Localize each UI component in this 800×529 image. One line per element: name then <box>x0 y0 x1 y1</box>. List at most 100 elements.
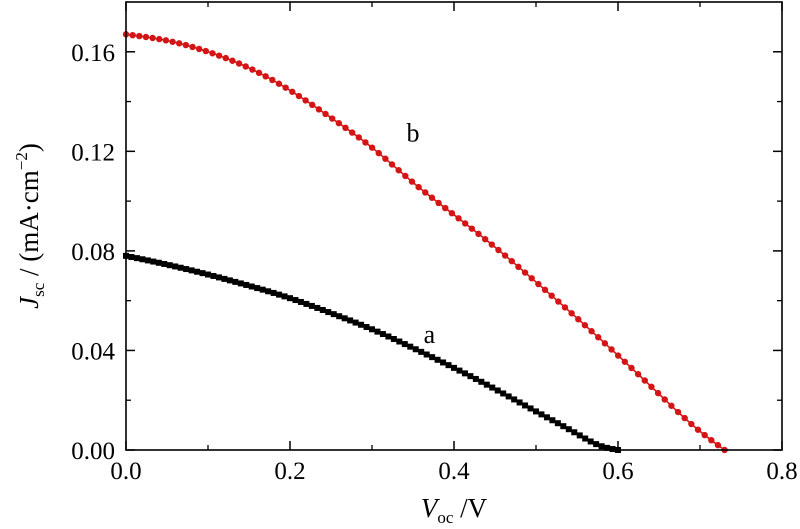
series-b-point <box>129 31 136 39</box>
series-b-point <box>408 178 416 185</box>
series-a-point <box>511 396 518 403</box>
series-b-point <box>169 38 176 45</box>
series-a-point <box>412 346 419 353</box>
series-b-point <box>189 43 196 51</box>
series-b-point <box>541 286 549 294</box>
series-a-point <box>248 283 255 290</box>
series-a-point <box>582 435 589 442</box>
series-b-point <box>548 292 555 299</box>
x-tick-label: 0.8 <box>766 458 797 485</box>
series-b-point <box>561 304 569 311</box>
series-a-point <box>494 387 501 394</box>
series-a-point <box>341 315 348 322</box>
series-label-a: a <box>424 320 436 349</box>
series-b-point <box>508 257 515 265</box>
series-a-point <box>232 278 239 285</box>
series-b-point <box>568 310 575 317</box>
series-b-point <box>521 269 529 276</box>
series-b-point <box>255 69 263 77</box>
series-a-point <box>215 274 222 281</box>
series-a-point <box>554 420 561 427</box>
series-a-point <box>265 288 272 295</box>
series-a-point <box>423 351 430 358</box>
series-b-point <box>714 441 722 449</box>
series-b-point <box>322 110 329 118</box>
series-a-point <box>472 375 479 382</box>
y-tick-label: 0.16 <box>71 40 115 67</box>
series-a-point <box>593 441 600 448</box>
series-a-point <box>483 381 490 388</box>
series-a-point <box>128 253 135 260</box>
series-b-point <box>674 408 682 416</box>
series-b-point <box>442 204 449 212</box>
series-b-point <box>694 426 702 433</box>
series-a-point <box>396 338 403 345</box>
series-a-point <box>527 405 534 412</box>
series-b-point <box>641 377 648 384</box>
series-b-point <box>614 352 622 359</box>
series-b-point <box>515 263 522 271</box>
series-a-point <box>576 432 583 439</box>
series-a-point <box>314 304 321 311</box>
series-b-point <box>581 322 589 329</box>
series-a-point <box>150 258 157 265</box>
series-b-point <box>302 97 309 104</box>
x-tick-label: 0.2 <box>274 458 305 485</box>
series-a-point <box>172 263 179 270</box>
labels-layer: 0.0 0.2 0.4 0.6 0.8 0.00 0.04 0.08 0.12 0.16 <box>71 40 797 485</box>
series-b-point <box>601 340 609 347</box>
series-b-point <box>688 420 695 428</box>
series-a-point <box>270 289 277 296</box>
series-b-point <box>668 402 675 409</box>
series-b-point <box>295 92 303 100</box>
series-b-point <box>229 57 236 64</box>
series-b-point <box>654 389 662 397</box>
series-b-point <box>395 167 402 174</box>
series-a-point <box>308 302 315 309</box>
series-a-point <box>199 270 206 277</box>
series-a-point <box>560 423 567 430</box>
series-a-point <box>505 393 512 400</box>
series-a-point <box>489 384 496 391</box>
series-b-point <box>328 115 336 122</box>
y-tick-label: 0.12 <box>71 139 115 166</box>
series-b-point <box>555 298 562 305</box>
series-b-point <box>335 119 343 127</box>
y-axis-unit-pre: / (mA·cm <box>14 170 44 282</box>
series-a-point <box>139 256 146 263</box>
series-b-point <box>362 139 369 146</box>
series-b-point <box>495 246 502 254</box>
y-tick-label: 0.04 <box>71 338 115 365</box>
series-b-point <box>501 252 509 259</box>
series-a-point <box>461 370 468 377</box>
series-a-point <box>429 354 436 361</box>
series-b-point <box>149 34 156 42</box>
series-b-point <box>342 124 349 132</box>
series-b-point <box>481 235 489 243</box>
series-a-point <box>221 275 228 282</box>
series-a-point <box>587 438 594 445</box>
series-a-point <box>292 297 299 304</box>
series-a-point <box>194 268 201 275</box>
series-a-point <box>303 300 310 307</box>
series-a-point <box>440 359 447 366</box>
series-a-point <box>598 443 605 450</box>
series-a-point <box>604 444 611 451</box>
series-b-point <box>269 76 276 84</box>
y-axis-unit-post: ) <box>14 143 44 152</box>
series-a-point <box>243 281 250 288</box>
series-b-point <box>575 316 582 323</box>
series-a-point <box>325 309 332 316</box>
x-tick-label: 0.0 <box>110 458 141 485</box>
series-b-point <box>235 60 243 67</box>
series-a-point <box>522 402 529 409</box>
series-b-point <box>708 436 715 444</box>
series-a-point <box>467 373 474 380</box>
series-b-point <box>242 63 249 70</box>
series-b-point <box>289 88 296 95</box>
series-b-point <box>621 358 629 365</box>
series-b-point <box>435 199 442 207</box>
series-a-point <box>571 429 578 436</box>
series-a-point <box>281 293 288 300</box>
series-b-point <box>215 52 223 59</box>
